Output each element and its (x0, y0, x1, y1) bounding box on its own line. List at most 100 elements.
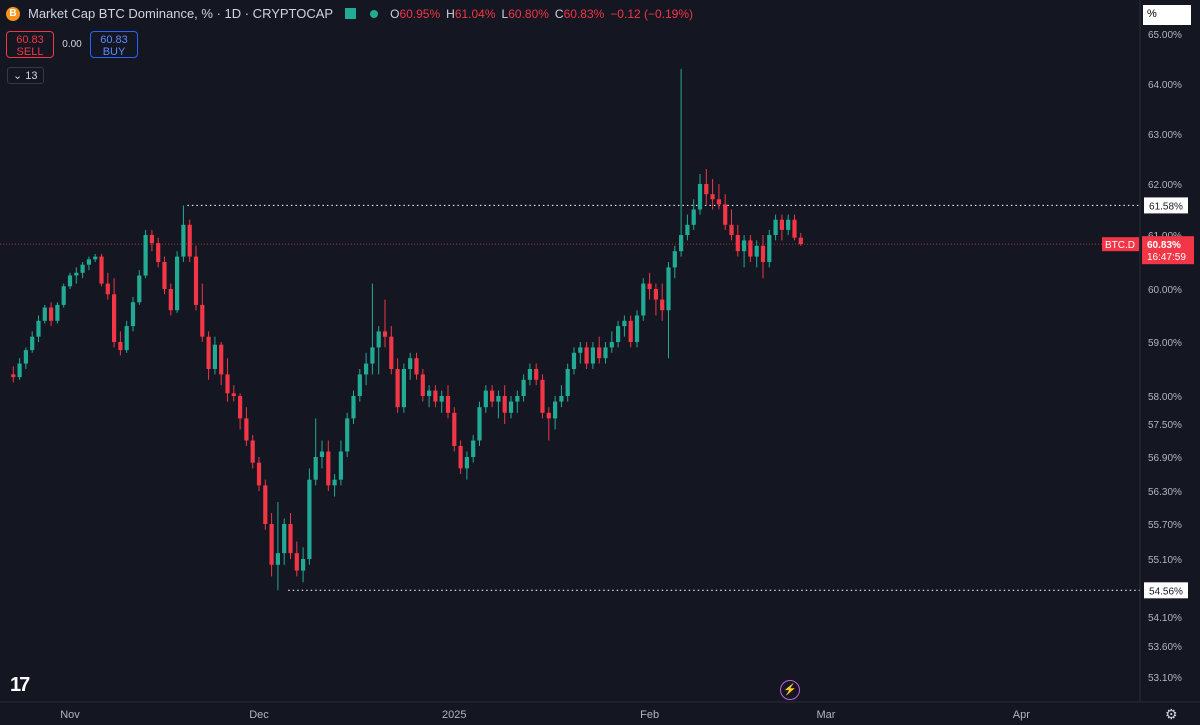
candle (439, 390, 444, 413)
candle-body (439, 396, 444, 402)
current-price-label: 60.83% (1147, 240, 1181, 251)
candle-body (17, 363, 22, 378)
candle-body (691, 209, 696, 225)
candle (231, 385, 236, 402)
candle-body (420, 374, 425, 396)
candle-body (729, 224, 734, 235)
lightning-icon[interactable]: ⚡ (780, 680, 800, 700)
candle-body (515, 396, 520, 402)
candle-body (622, 320, 627, 327)
candle-body (666, 267, 671, 311)
candle-body (464, 457, 469, 469)
candle-body (553, 401, 558, 419)
candle-body (628, 320, 633, 342)
candle (445, 385, 451, 419)
candle-body (357, 374, 362, 396)
price-markers: 61.58% 54.56% BTC.D 60.83%16:47:59 (1102, 197, 1194, 599)
candle (389, 326, 394, 375)
x-tick-label: Nov (60, 709, 80, 721)
candle (55, 302, 60, 324)
candle-body (332, 479, 337, 486)
candle-body (36, 320, 41, 337)
price-axis[interactable]: 65.00%64.00%63.00%62.00%61.00%60.00%59.0… (0, 0, 1200, 703)
candle (559, 385, 564, 408)
close-label: C (554, 6, 564, 21)
candle-body (779, 219, 784, 230)
flag-icon[interactable] (345, 8, 357, 19)
candle (622, 315, 627, 337)
candle (294, 541, 299, 577)
candle-body (710, 194, 715, 200)
candle-body (143, 235, 148, 276)
open-label: O (390, 6, 400, 21)
y-tick-label: 55.70% (1148, 520, 1182, 531)
candle-body (124, 326, 129, 351)
candle (256, 457, 262, 491)
candle-body (571, 352, 577, 369)
candle (546, 407, 551, 441)
candle-body (282, 524, 287, 554)
candle-body (704, 184, 709, 195)
candle-body (99, 256, 104, 284)
low-label: L (501, 6, 509, 21)
candle (433, 385, 438, 408)
candle (603, 342, 608, 364)
candle-body (168, 289, 173, 311)
candle (376, 326, 381, 375)
candle-body (256, 462, 262, 486)
candle (477, 401, 482, 446)
candle-body (735, 235, 740, 252)
price-scale-unit[interactable]: % (1143, 5, 1191, 25)
candle (704, 169, 709, 205)
candle (112, 278, 117, 348)
candle-body (616, 326, 621, 342)
candle-body (559, 396, 564, 402)
candle (130, 296, 136, 332)
candle-body (414, 358, 419, 375)
indicators-toggle-button[interactable]: ⌄ 13 (7, 67, 44, 84)
candle (143, 229, 148, 279)
high-value: 61.04% (454, 6, 496, 21)
y-tick-label: 57.50% (1148, 420, 1182, 431)
spread-value: 0.00 (62, 39, 82, 50)
candle-body (156, 243, 161, 262)
candle (149, 229, 154, 252)
candle-body (212, 344, 217, 369)
tradingview-logo: 17 (10, 674, 30, 696)
candles-layer (11, 69, 803, 591)
level-price-label: 61.58% (1149, 201, 1183, 212)
levels-layer (0, 204, 1140, 591)
candle (590, 342, 595, 369)
candle-body (93, 256, 98, 260)
time-axis[interactable]: Nov Dec 2025 Feb Mar Apr (60, 709, 1030, 721)
candle (414, 352, 419, 380)
y-tick-label: 56.30% (1148, 487, 1182, 498)
candle (282, 518, 287, 565)
candle-body (288, 524, 293, 554)
candle (382, 299, 388, 348)
chart-title[interactable]: Market Cap BTC Dominance, % · 1D · CRYPT… (28, 6, 334, 21)
candle (748, 235, 753, 262)
buy-button[interactable]: 60.83 BUY (90, 31, 138, 58)
y-tick-label: 64.00% (1148, 80, 1182, 91)
candle (647, 272, 652, 300)
candle-body (130, 302, 136, 327)
candle-body (483, 390, 488, 408)
candle (578, 342, 583, 364)
sell-button[interactable]: 60.83 SELL (6, 31, 54, 58)
candle (269, 513, 274, 577)
candle (616, 320, 621, 348)
candle (175, 251, 180, 313)
candle (250, 435, 255, 469)
candle-body (490, 390, 495, 402)
gear-icon[interactable]: ⚙ (1165, 706, 1178, 722)
candle-body (219, 344, 224, 375)
candle-body (609, 342, 614, 348)
candle (99, 253, 104, 287)
y-tick-label: 62.00% (1148, 180, 1182, 191)
candle-body (471, 440, 476, 457)
candle (729, 209, 734, 241)
symbol-tag (1102, 237, 1139, 252)
candle (609, 331, 614, 353)
